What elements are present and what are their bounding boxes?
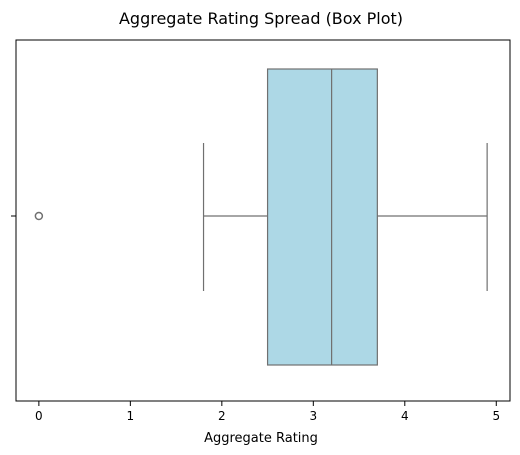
- x-tick-label-5: 5: [492, 409, 500, 423]
- box-plot: [34, 68, 488, 366]
- outlier-point-0: [34, 211, 44, 221]
- x-tick-label-3: 3: [309, 409, 317, 423]
- x-tick-label-2: 2: [218, 409, 226, 423]
- plot-area: [15, 39, 511, 402]
- interquartile-box: [266, 68, 378, 366]
- x-axis-label: Aggregate Rating: [204, 431, 318, 446]
- x-tick-label-0: 0: [35, 409, 43, 423]
- x-tick-label-1: 1: [127, 409, 135, 423]
- x-tick-label-4: 4: [401, 409, 409, 423]
- x-axis-ticks: 0 1 2 3 4 5: [35, 401, 500, 423]
- plot-frame: [15, 39, 511, 402]
- chart-title: Aggregate Rating Spread (Box Plot): [119, 9, 403, 28]
